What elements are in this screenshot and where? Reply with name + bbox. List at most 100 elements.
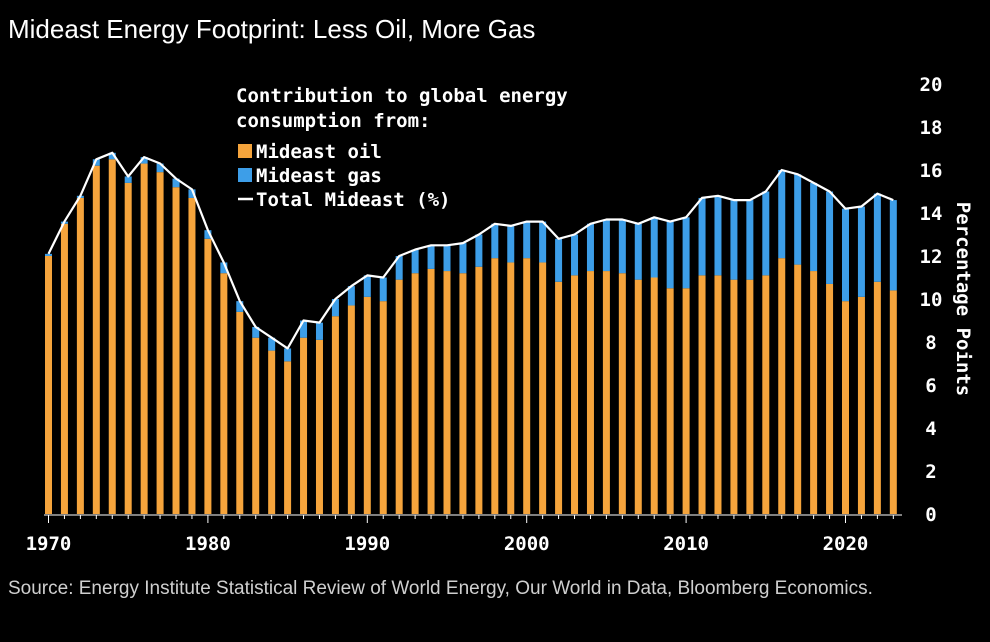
gas-bar-1979 xyxy=(188,189,196,198)
oil-bar-1999 xyxy=(507,262,515,514)
oil-bar-1994 xyxy=(427,268,435,514)
gas-bar-1985 xyxy=(284,348,292,362)
gas-bar-2015 xyxy=(762,191,770,276)
y-tick-label-2: 2 xyxy=(925,461,936,483)
x-tick-label-1970: 1970 xyxy=(26,533,72,555)
gas-bar-2001 xyxy=(539,221,547,263)
gas-bar-1973 xyxy=(92,159,100,166)
gas-bar-2006 xyxy=(618,219,626,274)
gas-bar-2020 xyxy=(842,208,849,302)
oil-bar-1971 xyxy=(60,223,68,514)
gas-bar-1997 xyxy=(475,234,483,267)
oil-bar-2014 xyxy=(746,279,754,514)
chart-area: 1970 1980 1990 2000 2010 2020 0 2 4 6 8 10 12 14 16 18 2… xyxy=(26,74,974,555)
y-tick-label-0: 0 xyxy=(925,504,936,526)
gas-bar-1974 xyxy=(108,152,116,160)
gas-bar-1990 xyxy=(363,275,371,297)
oil-bar-2009 xyxy=(666,288,674,514)
oil-bar-2023 xyxy=(889,290,897,514)
gas-bar-2003 xyxy=(571,234,579,276)
oil-bar-2017 xyxy=(794,264,802,514)
gas-bar-1983 xyxy=(252,326,260,338)
x-tick-label-2010: 2010 xyxy=(663,533,709,555)
gas-bar-1976 xyxy=(140,157,148,164)
oil-bar-1976 xyxy=(140,163,148,515)
oil-bar-1975 xyxy=(124,182,132,514)
gas-bar-1992 xyxy=(395,256,403,280)
oil-bar-2003 xyxy=(571,275,579,514)
oil-bar-1982 xyxy=(236,311,244,514)
oil-bar-1987 xyxy=(315,339,323,514)
oil-bar-2021 xyxy=(857,296,865,514)
oil-bar-1970 xyxy=(45,256,52,514)
gas-bar-2021 xyxy=(857,206,865,297)
gas-bar-1977 xyxy=(156,163,164,173)
legend-label-oil: Mideast oil xyxy=(256,141,382,163)
gas-bar-1975 xyxy=(124,176,132,183)
gas-bar-2011 xyxy=(698,197,706,276)
oil-bar-2022 xyxy=(873,281,881,514)
legend-title-line-2: consumption from: xyxy=(236,110,430,132)
gas-bar-1994 xyxy=(427,245,435,269)
gas-bar-2005 xyxy=(602,219,610,272)
gas-bar-1981 xyxy=(220,262,228,274)
oil-bar-1998 xyxy=(491,258,499,514)
x-tick-label-2000: 2000 xyxy=(504,533,550,555)
y-tick-label-8: 8 xyxy=(925,332,936,354)
gas-bar-2018 xyxy=(810,182,818,272)
gas-bar-2007 xyxy=(634,223,642,280)
oil-bar-2019 xyxy=(826,283,834,514)
gas-bar-1998 xyxy=(491,223,499,259)
gas-bar-1978 xyxy=(172,178,180,188)
oil-bar-2000 xyxy=(523,258,531,514)
gas-bar-1993 xyxy=(411,249,419,274)
oil-bar-1984 xyxy=(268,350,276,514)
y-tick-label-6: 6 xyxy=(925,375,936,397)
gas-bar-1987 xyxy=(315,322,323,340)
gas-bar-1982 xyxy=(236,301,244,312)
legend: Contribution to global energy consumption… xyxy=(236,85,568,211)
oil-bar-2007 xyxy=(634,279,642,514)
y-tick-label-16: 16 xyxy=(920,160,943,182)
oil-bar-2010 xyxy=(682,288,690,514)
bar-layer xyxy=(45,152,897,515)
oil-bar-2004 xyxy=(586,271,594,514)
gas-bar-2012 xyxy=(714,195,722,276)
gas-bar-2004 xyxy=(586,223,594,272)
y-tick-label-10: 10 xyxy=(920,289,943,311)
legend-title-line-1: Contribution to global energy xyxy=(236,85,568,107)
gas-bar-1991 xyxy=(379,277,387,302)
x-tick-label-2020: 2020 xyxy=(823,533,869,555)
oil-bar-1985 xyxy=(284,361,292,514)
gas-bar-1984 xyxy=(268,337,276,351)
gas-bar-2000 xyxy=(523,221,531,259)
oil-bar-2012 xyxy=(714,275,722,514)
oil-bar-2008 xyxy=(650,277,658,514)
y-axis-title: Percentage Points xyxy=(952,202,974,396)
y-tick-label-4: 4 xyxy=(925,418,936,440)
oil-bar-2020 xyxy=(842,301,849,514)
oil-bar-2016 xyxy=(778,258,786,514)
oil-bar-2011 xyxy=(698,275,706,514)
oil-bar-1980 xyxy=(204,238,212,515)
gas-bar-2008 xyxy=(650,217,658,278)
gas-bar-1989 xyxy=(347,286,355,306)
oil-bar-2018 xyxy=(810,271,818,514)
oil-bar-1996 xyxy=(459,273,467,514)
oil-bar-1983 xyxy=(252,337,260,514)
gas-bar-2016 xyxy=(778,170,786,259)
oil-bar-1995 xyxy=(443,271,451,514)
gas-bar-1995 xyxy=(443,245,451,272)
oil-bar-2006 xyxy=(618,273,626,514)
gas-bar-1970 xyxy=(45,253,52,256)
legend-swatch-gas xyxy=(238,168,252,182)
oil-bar-1991 xyxy=(379,301,387,514)
gas-bar-1996 xyxy=(459,243,467,274)
oil-bar-1992 xyxy=(395,279,403,514)
y-tick-label-14: 14 xyxy=(920,203,943,225)
legend-swatch-oil xyxy=(238,144,252,158)
oil-bar-2013 xyxy=(730,279,738,514)
oil-bar-1993 xyxy=(411,273,419,514)
gas-bar-2022 xyxy=(873,193,881,282)
gas-bar-2014 xyxy=(746,200,754,280)
